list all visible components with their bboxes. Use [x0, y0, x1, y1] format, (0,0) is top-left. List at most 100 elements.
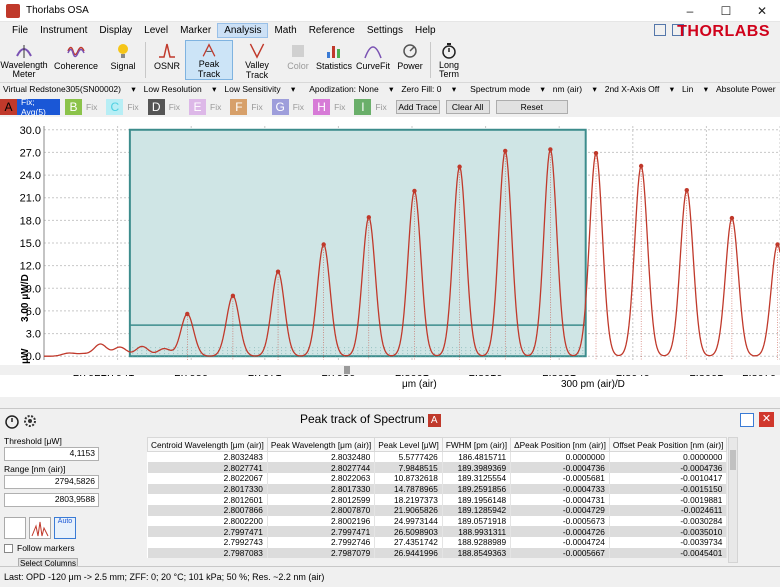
scale-select[interactable]: Lin ▾ — [682, 84, 708, 94]
wavelength-meter-button[interactable]: Wavelength Meter — [0, 40, 48, 80]
column-header[interactable]: ΔPeak Position [nm (air)] — [510, 437, 610, 452]
trace-g-tab[interactable]: G Fix — [271, 99, 308, 115]
add-trace-button[interactable]: Add Trace — [395, 100, 440, 114]
menu-level[interactable]: Level — [144, 24, 169, 36]
chart-view-icon[interactable] — [4, 517, 26, 539]
trace-h-tab[interactable]: H Fix — [313, 99, 349, 115]
close-panel-icon[interactable]: ✕ — [759, 412, 774, 427]
gear-icon[interactable] — [24, 415, 36, 427]
spectrum-mode-select[interactable]: Spectrum mode ▾ — [470, 84, 545, 94]
menu-help[interactable]: Help — [414, 24, 436, 36]
peak-table[interactable]: Centroid Wavelength [μm (air)] Peak Wavel… — [147, 437, 728, 559]
peak-marker[interactable] — [503, 148, 508, 154]
table-scrollbar[interactable] — [728, 437, 738, 563]
peak-marker[interactable] — [457, 164, 462, 169]
trace-a-tab[interactable]: A Fix; Avg(5) — [0, 97, 60, 117]
table-row[interactable]: 2.7992743 2.7992746 27.4351742 188.9288989-… — [147, 537, 728, 548]
statistics-button[interactable]: Statistics — [315, 40, 353, 80]
column-header[interactable]: FWHM [pm (air)] — [441, 437, 512, 452]
signal-button[interactable]: Signal — [104, 40, 142, 80]
menu-file[interactable]: File — [12, 24, 29, 36]
resolution-select[interactable]: Low Resolution ▾ — [143, 84, 217, 94]
table-row[interactable]: 2.8012601 2.8012599 18.2197373 189.1956148-… — [147, 494, 728, 505]
power-mode-select[interactable]: Absolute Power ▾ — [716, 84, 780, 95]
trace-b-tab[interactable]: B Fix — [65, 99, 101, 115]
table-row[interactable]: 2.8032483 2.8032480 5.5777426 186.4815711 0.… — [147, 451, 728, 463]
power-button[interactable]: Power — [393, 40, 427, 80]
x-axis-select[interactable]: 2nd X-Axis Off ▾ — [604, 84, 675, 94]
valley-track-button[interactable]: Valley Track — [233, 40, 281, 80]
table-cell: 26.5098903 — [374, 526, 443, 537]
column-header[interactable]: Offset Peak Position [nm (air)] — [608, 437, 728, 452]
table-scrollbar-thumb[interactable] — [730, 450, 736, 470]
trace-d-tab[interactable]: D Fix — [147, 99, 184, 115]
menu-analysis[interactable]: Analysis — [217, 22, 269, 38]
close-button[interactable]: ✕ — [756, 4, 768, 18]
auto-button[interactable]: Auto — [54, 517, 76, 539]
menu-settings[interactable]: Settings — [366, 24, 403, 36]
coherence-button[interactable]: Coherence — [48, 40, 104, 80]
peak-marker[interactable] — [775, 242, 780, 247]
x-scrollbar-thumb[interactable] — [344, 366, 350, 374]
table-row[interactable]: 2.8007866 2.8007870 21.9065826 189.1285942-… — [147, 504, 728, 516]
peak-marker[interactable] — [412, 188, 417, 194]
peak-marker[interactable] — [321, 242, 326, 247]
stopwatch-small-icon[interactable] — [5, 415, 19, 429]
color-button[interactable]: Color — [281, 40, 315, 80]
undock-icon[interactable] — [672, 24, 684, 36]
curvefit-button[interactable]: CurveFit — [353, 40, 393, 80]
osnr-button[interactable]: OSNR — [149, 40, 185, 80]
scale-value: Lin — [682, 84, 694, 94]
instrument-value: Virtual Redstone305(SN00002) — [3, 84, 121, 94]
peaks-view-icon[interactable] — [29, 517, 51, 539]
peak-marker[interactable] — [185, 311, 190, 317]
follow-markers-checkbox[interactable] — [4, 543, 13, 553]
peak-track-button[interactable]: Peak Track — [185, 40, 233, 80]
instrument-select[interactable]: Virtual Redstone305(SN00002) ▾ — [3, 84, 136, 94]
peak-marker[interactable] — [684, 187, 689, 193]
table-row[interactable]: 2.8022067 2.8022063 10.8732618 189.3125554-… — [147, 472, 728, 484]
trace-e-tab[interactable]: E Fix — [189, 99, 225, 115]
spectrum-chart[interactable]: 30.0 27.0 24.0 21.0 18.0 15.0 12.0 9.0 6.0 3.0 0.0… — [0, 117, 780, 397]
sensitivity-select[interactable]: Low Sensitivity ▾ — [224, 84, 296, 94]
peak-search-region[interactable] — [128, 128, 587, 358]
maximize-button[interactable]: ☐ — [720, 4, 732, 18]
column-header[interactable]: Centroid Wavelength [μm (air)] — [147, 437, 268, 452]
threshold-input[interactable]: 4,1153 — [4, 447, 99, 461]
range-max-input[interactable]: 2803,9588 — [4, 493, 99, 507]
table-row[interactable]: 2.8017330 2.8017330 14.7878965 189.2591856-… — [147, 483, 728, 495]
peak-marker[interactable] — [230, 293, 236, 299]
clear-all-button[interactable]: Clear All — [445, 100, 490, 114]
trace-c-tab[interactable]: C Fix — [106, 99, 142, 115]
table-row[interactable]: 2.7987083 2.7987079 26.9441996 188.8549363-… — [147, 547, 728, 559]
x-scrollbar[interactable] — [0, 365, 780, 375]
units-select[interactable]: nm (air) ▾ — [552, 84, 597, 94]
apodization-select[interactable]: Apodization: None ▾ — [309, 84, 394, 94]
menu-reference[interactable]: Reference — [308, 24, 355, 36]
menu-instrument[interactable]: Instrument — [40, 24, 88, 36]
table-row[interactable]: 2.8002200 2.8002196 24.9973144 189.0571918-… — [147, 515, 728, 527]
export-icon[interactable] — [740, 413, 754, 427]
menu-display[interactable]: Display — [99, 24, 133, 36]
peak-marker[interactable] — [366, 215, 372, 220]
minimize-button[interactable]: – — [686, 4, 694, 18]
peak-marker[interactable] — [638, 163, 644, 169]
peak-marker[interactable] — [548, 147, 553, 152]
menu-marker[interactable]: Marker — [180, 24, 212, 36]
peak-marker[interactable] — [275, 269, 281, 274]
trace-i-tab[interactable]: I Fix — [354, 99, 390, 115]
fullscreen-icon[interactable] — [654, 24, 666, 36]
trace-f-tab[interactable]: F Fix — [230, 99, 266, 115]
menu-math[interactable]: Math — [274, 24, 297, 36]
zero-fill-select[interactable]: Zero Fill: 0 ▾ — [401, 84, 457, 94]
range-min-input[interactable]: 2794,5826 — [4, 475, 99, 489]
long-term-button[interactable]: Long Term — [434, 40, 464, 80]
peak-marker[interactable] — [593, 150, 599, 156]
peak-marker[interactable] — [729, 215, 735, 221]
spectrum-plot[interactable]: 30.0 27.0 24.0 21.0 18.0 15.0 12.0 9.0 6.0 3.0 0.0… — [0, 117, 780, 397]
table-row[interactable]: 2.7997471 2.7997471 26.5098903 188.9931311-… — [147, 526, 728, 537]
table-row[interactable]: 2.8027741 2.8027744 7.9848515 189.3989369 -0… — [147, 462, 728, 473]
column-header[interactable]: Peak Level [μW] — [374, 437, 443, 452]
column-header[interactable]: Peak Wavelength [μm (air)] — [266, 437, 376, 452]
reset-button[interactable]: Reset — [495, 100, 568, 114]
